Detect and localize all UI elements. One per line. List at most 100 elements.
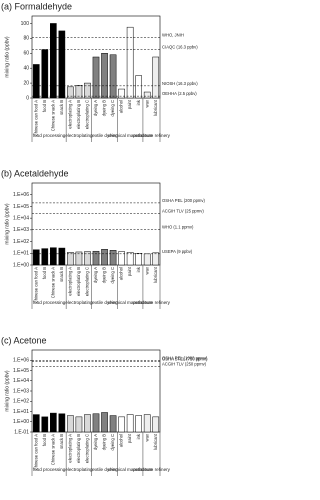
bar xyxy=(58,30,66,99)
x-tick-label: wax xyxy=(144,99,149,107)
bar xyxy=(32,249,40,266)
bar xyxy=(75,85,83,99)
x-tick-label: dyeing C xyxy=(110,434,115,451)
x-tick-label: food B xyxy=(42,434,47,446)
x-tick-label: ink xyxy=(136,433,141,439)
y-tick-label: 1.E+04 xyxy=(13,215,29,221)
bar xyxy=(41,248,49,266)
x-tick-label: wax xyxy=(144,433,149,441)
x-tick-label: Chinese snack A xyxy=(50,100,55,131)
chart-title: (a) Formaldehyde xyxy=(1,1,72,11)
bar xyxy=(152,252,160,266)
x-tick-label: lubricant xyxy=(153,433,158,450)
x-tick-label: lubricant xyxy=(153,266,158,283)
x-tick-label: Chinese snack A xyxy=(50,434,55,465)
bar xyxy=(118,251,125,266)
reference-label: USEPA (9 ppbv) xyxy=(162,249,193,254)
y-tick-label: 1.E+06 xyxy=(13,358,29,364)
x-tick-label: snack B xyxy=(59,100,64,115)
group-label: textile dyeing xyxy=(91,133,118,138)
x-tick-label: paint xyxy=(127,433,132,443)
chart-title: (b) Acetaldehyde xyxy=(1,168,69,178)
x-tick-label: dyeing B xyxy=(102,434,107,451)
x-tick-label: electroplating A xyxy=(68,100,73,129)
x-tick-label: wax xyxy=(144,266,149,274)
bar xyxy=(126,414,134,433)
y-tick-label: 1.E+01 xyxy=(13,409,29,415)
x-tick-label: paint xyxy=(127,266,132,276)
bar xyxy=(92,413,100,433)
x-tick-label: Chinese can food A xyxy=(33,100,38,137)
bar xyxy=(50,412,57,433)
bar xyxy=(143,414,151,433)
y-tick-label: 1.E+05 xyxy=(13,368,29,374)
bar xyxy=(41,49,49,99)
bar xyxy=(143,253,151,266)
y-tick-label: 1.E+02 xyxy=(13,399,29,405)
x-tick-label: electroplating B xyxy=(76,267,81,296)
bar xyxy=(32,64,40,99)
x-tick-label: food B xyxy=(42,267,47,279)
bar xyxy=(32,414,40,433)
x-tick-label: Chinese can food A xyxy=(33,267,38,304)
y-axis-label: mixing ratio (ppbv) xyxy=(4,203,10,244)
reference-label: OSHA PEL (1000 ppmv) xyxy=(162,355,208,360)
y-tick-label: 80 xyxy=(23,36,29,42)
x-tick-label: dyeing A xyxy=(93,100,98,116)
bar xyxy=(126,26,134,99)
bar xyxy=(109,415,117,433)
bar xyxy=(84,82,91,99)
y-tick-label: 1.E+02 xyxy=(13,239,29,245)
x-tick-label: dyeing B xyxy=(102,100,107,117)
group-label: petroleum refinery xyxy=(133,300,171,305)
y-tick-label: 1.E+04 xyxy=(13,378,29,384)
bar xyxy=(126,252,134,266)
y-tick-label: 1.E+05 xyxy=(13,204,29,210)
bar xyxy=(135,415,142,433)
reference-label: OSHA PEL (200 ppmv) xyxy=(162,198,206,203)
y-tick-label: 1.E+00 xyxy=(13,262,29,268)
bar xyxy=(101,53,108,99)
x-tick-label: dyeing A xyxy=(93,267,98,283)
bar xyxy=(92,56,100,99)
y-tick-label: 20 xyxy=(23,80,29,86)
x-tick-label: electroplating B xyxy=(76,100,81,129)
x-tick-label: alcohol xyxy=(119,434,124,447)
figure: (a) Formaldehyde mixing ratio (ppbv) 0 20 40… xyxy=(1,1,208,476)
y-tick-label: 100 xyxy=(21,21,30,27)
y-tick-label: 1.E+03 xyxy=(13,388,29,394)
x-tick-label: ink xyxy=(136,99,141,105)
chart-title: (c) Acetone xyxy=(1,335,47,345)
bar xyxy=(135,253,142,266)
reference-label: WHO (1.1 ppmv) xyxy=(162,224,194,229)
bar xyxy=(50,23,57,99)
bar xyxy=(84,414,91,433)
y-tick-label: 1.E+00 xyxy=(13,419,29,425)
group-label: chemical manufacture xyxy=(108,133,153,138)
bar xyxy=(75,251,83,266)
bar xyxy=(67,86,74,99)
x-tick-label: Chinese can food A xyxy=(33,434,38,471)
y-tick-label: 0 xyxy=(26,95,29,101)
bar xyxy=(58,247,66,266)
group-label: petroleum refinery xyxy=(133,133,171,138)
y-axis-label: mixing ratio (ppbv) xyxy=(4,36,10,77)
group-label: electroplating xyxy=(65,467,93,472)
x-tick-label: dyeing B xyxy=(102,267,107,284)
x-tick-label: ink xyxy=(136,266,141,272)
y-tick-label: 1.E+06 xyxy=(13,192,29,198)
group-label: food processing xyxy=(33,133,66,138)
group-label: chemical manufacture xyxy=(108,467,153,472)
x-tick-label: electroplating C xyxy=(85,434,90,463)
x-tick-label: electroplating A xyxy=(68,267,73,296)
x-tick-label: Chinese snack A xyxy=(50,267,55,298)
x-tick-label: food B xyxy=(42,100,47,112)
bar xyxy=(84,251,91,266)
reference-label: OSHA STEL (750 ppmv) xyxy=(162,357,208,362)
bar xyxy=(101,412,108,433)
x-tick-label: dyeing C xyxy=(110,267,115,284)
reference-label: CIAQC (16.3 ppbv) xyxy=(162,45,198,50)
bar xyxy=(58,413,66,433)
bar xyxy=(50,247,57,266)
reference-label: ACGIH TLV (250 ppmv) xyxy=(162,362,207,367)
